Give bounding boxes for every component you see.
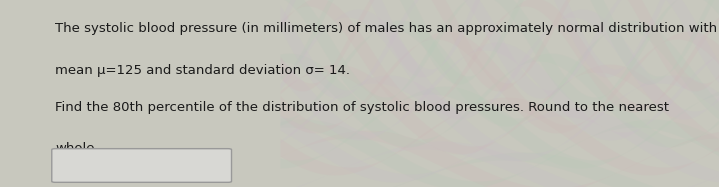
- Text: Find the 80th percentile of the distribution of systolic blood pressures. Round : Find the 80th percentile of the distribu…: [55, 101, 669, 114]
- Text: whole.: whole.: [55, 142, 99, 155]
- FancyBboxPatch shape: [52, 149, 232, 182]
- Text: mean μ=125 and standard deviation σ= 14.: mean μ=125 and standard deviation σ= 14.: [55, 64, 350, 77]
- Text: The systolic blood pressure (in millimeters) of males has an approximately norma: The systolic blood pressure (in millimet…: [55, 22, 718, 36]
